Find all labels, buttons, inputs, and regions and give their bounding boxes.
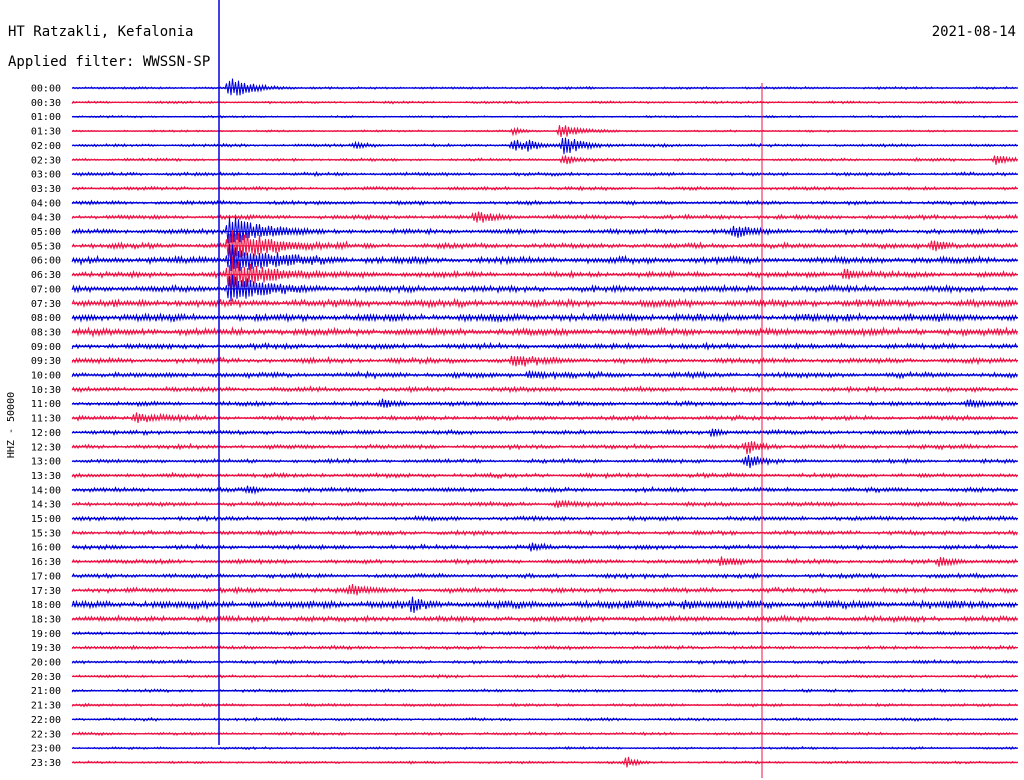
- trace-row: [71, 311, 1018, 324]
- time-tick-label: 19:00: [31, 629, 61, 640]
- time-tick-label: 03:00: [31, 170, 61, 181]
- trace-row: [71, 199, 1018, 207]
- trace-row: [71, 256, 1018, 290]
- time-tick-label: 10:00: [31, 371, 61, 382]
- time-tick-label: 09:30: [31, 356, 61, 367]
- time-tick-label: 04:00: [31, 198, 61, 209]
- trace-row: [71, 398, 1018, 409]
- trace-row: [71, 369, 1018, 381]
- time-tick-label: 11:00: [31, 399, 61, 410]
- trace-row: [71, 614, 1018, 624]
- filter-subtitle: Applied filter: WWSSN-SP: [8, 54, 210, 70]
- time-tick-label: 11:30: [31, 414, 61, 425]
- time-tick-label: 20:00: [31, 658, 61, 669]
- trace-row: [71, 355, 1018, 367]
- time-tick-label: 23:00: [31, 744, 61, 755]
- time-tick-label: 19:30: [31, 643, 61, 654]
- time-tick-label: 04:30: [31, 213, 61, 224]
- trace-row: [71, 514, 1018, 523]
- time-tick-label: 09:00: [31, 342, 61, 353]
- time-tick-label: 14:30: [31, 500, 61, 511]
- time-tick-label: 21:30: [31, 701, 61, 712]
- trace-row: [71, 485, 1018, 495]
- time-tick-label: 00:30: [31, 98, 61, 109]
- time-tick-label: 07:00: [31, 284, 61, 295]
- trace-row: [71, 297, 1018, 309]
- time-tick-label: 18:30: [31, 614, 61, 625]
- time-tick-label: 18:00: [31, 600, 61, 611]
- trace-row: [71, 673, 1018, 679]
- date-label: 2021-08-14: [932, 24, 1016, 40]
- time-tick-label: 07:30: [31, 299, 61, 310]
- time-tick-label: 08:00: [31, 313, 61, 324]
- trace-row: [71, 412, 1018, 424]
- station-title: HT Ratzakli, Kefalonia: [8, 24, 193, 40]
- time-tick-label: 03:30: [31, 184, 61, 195]
- trace-row: [71, 326, 1018, 338]
- trace-row: [71, 542, 1018, 552]
- trace-row: [71, 217, 1018, 244]
- seismic-traces: [71, 0, 1018, 778]
- time-tick-label: 20:30: [31, 672, 61, 683]
- time-tick-label: 22:00: [31, 715, 61, 726]
- time-tick-label: 13:00: [31, 457, 61, 468]
- time-tick-label: 22:30: [31, 729, 61, 740]
- time-tick-label: 12:30: [31, 442, 61, 453]
- time-tick-label: 15:00: [31, 514, 61, 525]
- time-tick-label: 13:30: [31, 471, 61, 482]
- trace-row: [71, 455, 1018, 469]
- time-tick-label: 05:30: [31, 241, 61, 252]
- time-tick-label: 14:00: [31, 485, 61, 496]
- trace-row: [71, 243, 1018, 272]
- time-tick-label: 16:00: [31, 543, 61, 554]
- time-tick-label: 01:30: [31, 127, 61, 138]
- time-tick-label: 00:00: [31, 84, 61, 95]
- time-tick-label: 02:00: [31, 141, 61, 152]
- trace-row: [71, 556, 1018, 567]
- time-tick-label: 16:30: [31, 557, 61, 568]
- trace-row: [71, 385, 1018, 394]
- time-tick-label: 17:00: [31, 571, 61, 582]
- time-tick-label: 01:00: [31, 112, 61, 123]
- time-tick-label: 10:30: [31, 385, 61, 396]
- time-tick-label: 05:00: [31, 227, 61, 238]
- trace-row: [71, 211, 1018, 223]
- trace-row: [71, 428, 1018, 438]
- trace-row: [71, 170, 1018, 178]
- time-tick-label: 21:00: [31, 686, 61, 697]
- time-tick-label: 06:00: [31, 256, 61, 267]
- trace-row: [71, 584, 1018, 596]
- time-tick-label: 08:30: [31, 327, 61, 338]
- time-tick-label: 06:30: [31, 270, 61, 281]
- time-tick-labels: 00:00 00:30 01:00 01:30 02:00 02:30 03:00 03:30…: [31, 84, 61, 769]
- trace-row: [71, 341, 1018, 352]
- trace-row: [71, 471, 1018, 480]
- time-tick-label: 02:30: [31, 155, 61, 166]
- trace-row: [71, 274, 1018, 302]
- time-tick-label: 17:30: [31, 586, 61, 597]
- trace-row: [71, 596, 1018, 613]
- time-tick-label: 15:30: [31, 528, 61, 539]
- trace-row: [71, 644, 1018, 651]
- y-axis-label: HHZ - 50000: [6, 392, 17, 458]
- trace-row: [71, 137, 1018, 155]
- time-tick-label: 12:00: [31, 428, 61, 439]
- time-tick-label: 23:30: [31, 758, 61, 769]
